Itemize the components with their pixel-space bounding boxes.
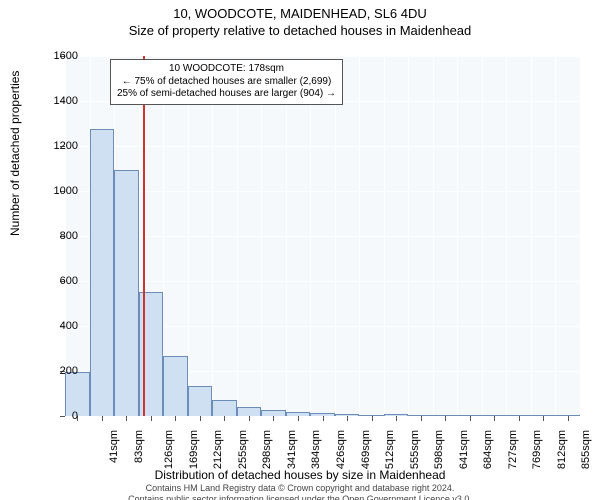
gridline-h xyxy=(65,281,580,282)
xtick-label: 855sqm xyxy=(580,430,592,469)
xtick-mark xyxy=(568,416,569,421)
xtick-label: 598sqm xyxy=(433,430,445,469)
ytick-label: 1400 xyxy=(38,95,78,107)
info-box-line1: 10 WOODCOTE: 178sqm xyxy=(117,63,336,76)
gridline-v xyxy=(555,56,556,416)
gridline-v xyxy=(212,56,213,416)
gridline-h xyxy=(65,236,580,237)
gridline-v xyxy=(482,56,483,416)
xtick-label: 426sqm xyxy=(335,430,347,469)
gridline-v xyxy=(359,56,360,416)
plot-wrap: 10 WOODCOTE: 178sqm← 75% of detached hou… xyxy=(65,56,580,416)
gridline-h xyxy=(65,56,580,57)
xtick-mark xyxy=(249,416,250,421)
page-title-address: 10, WOODCOTE, MAIDENHEAD, SL6 4DU xyxy=(0,6,600,23)
xtick-label: 126sqm xyxy=(163,430,175,469)
xtick-mark xyxy=(445,416,446,421)
gridline-v xyxy=(531,56,532,416)
xtick-mark xyxy=(323,416,324,421)
ytick-label: 1000 xyxy=(38,185,78,197)
gridline-v xyxy=(408,56,409,416)
ytick-label: 0 xyxy=(38,410,78,422)
xtick-label: 298sqm xyxy=(262,430,274,469)
xtick-label: 555sqm xyxy=(409,430,421,469)
xtick-label: 169sqm xyxy=(188,430,200,469)
xtick-mark xyxy=(421,416,422,421)
xtick-label: 769sqm xyxy=(531,430,543,469)
histogram-bar xyxy=(114,170,139,416)
xtick-label: 341sqm xyxy=(286,430,298,469)
histogram-bar xyxy=(139,292,164,416)
xtick-mark xyxy=(273,416,274,421)
xtick-mark xyxy=(126,416,127,421)
ytick-label: 800 xyxy=(38,230,78,242)
info-box: 10 WOODCOTE: 178sqm← 75% of detached hou… xyxy=(110,59,343,105)
xtick-label: 212sqm xyxy=(212,430,224,469)
xtick-mark xyxy=(151,416,152,421)
histogram-bar xyxy=(237,407,262,416)
ytick-label: 200 xyxy=(38,365,78,377)
info-box-line2: ← 75% of detached houses are smaller (2,… xyxy=(117,76,336,89)
xtick-label: 83sqm xyxy=(133,430,145,463)
xtick-mark xyxy=(494,416,495,421)
gridline-v xyxy=(310,56,311,416)
histogram-bar xyxy=(163,356,188,416)
xtick-mark xyxy=(175,416,176,421)
xtick-label: 727sqm xyxy=(507,430,519,469)
gridline-v xyxy=(433,56,434,416)
xtick-mark xyxy=(224,416,225,421)
xtick-label: 512sqm xyxy=(384,430,396,469)
ytick-label: 600 xyxy=(38,275,78,287)
chart-container: 10, WOODCOTE, MAIDENHEAD, SL6 4DU Size o… xyxy=(0,6,600,500)
xtick-mark xyxy=(372,416,373,421)
ytick-label: 1600 xyxy=(38,50,78,62)
reference-line xyxy=(143,56,145,416)
histogram-bar xyxy=(212,400,237,416)
xtick-label: 812sqm xyxy=(556,430,568,469)
plot-area: 10 WOODCOTE: 178sqm← 75% of detached hou… xyxy=(65,56,580,416)
xtick-label: 684sqm xyxy=(482,430,494,469)
xtick-mark xyxy=(347,416,348,421)
gridline-v xyxy=(188,56,189,416)
xtick-mark xyxy=(470,416,471,421)
gridline-v xyxy=(506,56,507,416)
xtick-mark xyxy=(102,416,103,421)
xtick-mark xyxy=(519,416,520,421)
footer-attribution: Contains HM Land Registry data © Crown c… xyxy=(0,483,600,500)
footer-line-2: Contains public sector information licen… xyxy=(0,494,600,500)
xtick-mark xyxy=(298,416,299,421)
xtick-label: 41sqm xyxy=(108,430,120,463)
xtick-label: 384sqm xyxy=(311,430,323,469)
ytick-label: 400 xyxy=(38,320,78,332)
gridline-v xyxy=(335,56,336,416)
gridline-v xyxy=(237,56,238,416)
gridline-v xyxy=(580,56,581,416)
xtick-mark xyxy=(396,416,397,421)
gridline-v xyxy=(286,56,287,416)
xtick-mark xyxy=(543,416,544,421)
gridline-v xyxy=(261,56,262,416)
info-box-line3: 25% of semi-detached houses are larger (… xyxy=(117,88,336,101)
y-axis-label: Number of detached properties xyxy=(8,71,22,236)
gridline-v xyxy=(384,56,385,416)
xtick-label: 255sqm xyxy=(237,430,249,469)
gridline-v xyxy=(457,56,458,416)
xtick-label: 469sqm xyxy=(360,430,372,469)
page-title-description: Size of property relative to detached ho… xyxy=(0,23,600,40)
x-axis-label: Distribution of detached houses by size … xyxy=(0,468,600,482)
histogram-bar xyxy=(90,129,115,416)
gridline-h xyxy=(65,146,580,147)
histogram-bar xyxy=(188,386,213,416)
footer-line-1: Contains HM Land Registry data © Crown c… xyxy=(0,483,600,493)
gridline-h xyxy=(65,191,580,192)
xtick-mark xyxy=(200,416,201,421)
ytick-label: 1200 xyxy=(38,140,78,152)
xtick-label: 641sqm xyxy=(458,430,470,469)
